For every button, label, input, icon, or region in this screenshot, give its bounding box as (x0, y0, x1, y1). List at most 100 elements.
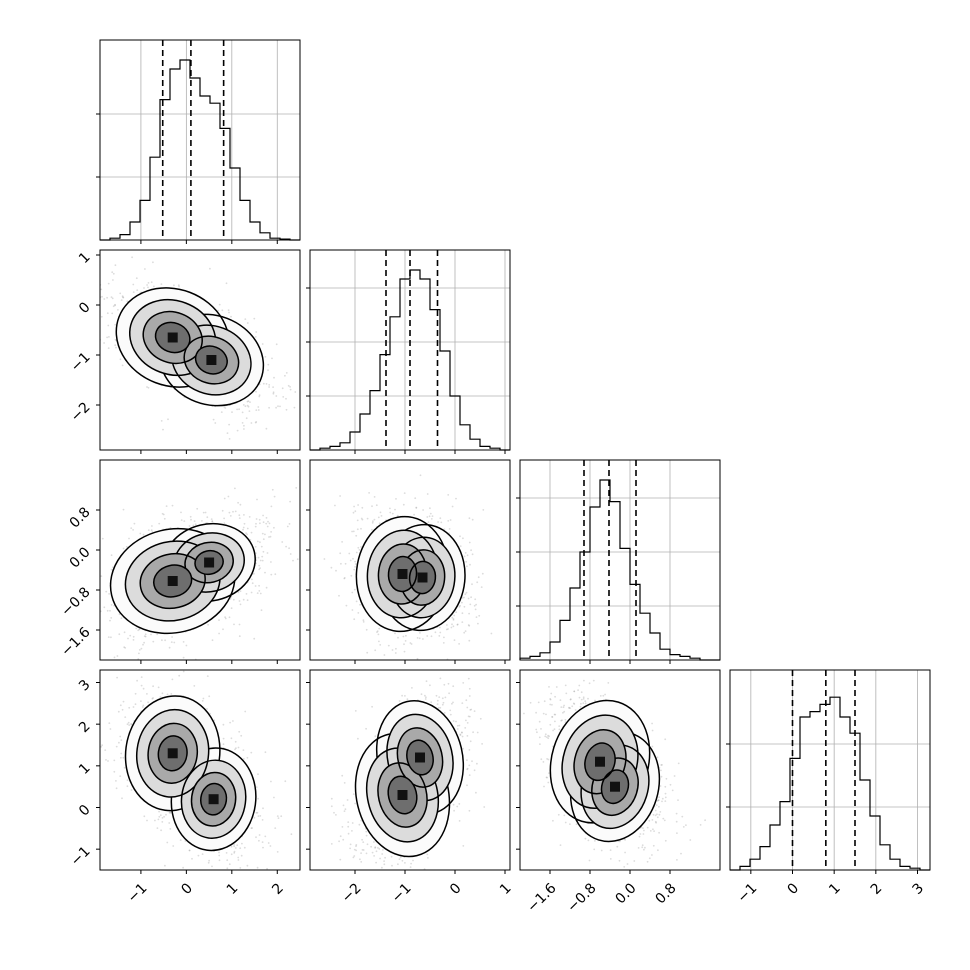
scatter-point (371, 505, 373, 508)
density-peak (397, 569, 408, 579)
scatter-point (261, 559, 264, 562)
scatter-point (482, 509, 485, 511)
scatter-point (264, 355, 267, 358)
scatter-point (467, 624, 470, 626)
scatter-point (265, 517, 268, 519)
scatter-point (338, 594, 340, 597)
scatter-point (233, 845, 236, 848)
scatter-point (138, 628, 141, 630)
scatter-point (114, 338, 117, 341)
scatter-point (277, 405, 279, 408)
scatter-point (265, 427, 268, 430)
scatter-point (206, 516, 209, 519)
scatter-point (365, 628, 368, 631)
scatter-point (264, 571, 266, 574)
scatter-point (180, 519, 183, 521)
scatter-point (256, 498, 258, 501)
scatter-point (95, 321, 97, 323)
scatter-point (207, 623, 210, 626)
scatter-point (355, 534, 358, 537)
scatter-point (242, 526, 245, 529)
scatter-point (273, 796, 275, 799)
scatter-point (241, 411, 244, 414)
scatter-point (391, 649, 394, 651)
scatter-point (180, 511, 182, 514)
scatter-point (249, 401, 251, 403)
scatter-point (236, 408, 239, 411)
scatter-point (121, 708, 124, 711)
scatter-point (362, 619, 365, 622)
scatter-point (136, 679, 139, 682)
scatter-point (262, 382, 265, 385)
scatter-point (437, 521, 439, 523)
scatter-point (451, 623, 453, 626)
scatter-point (123, 646, 126, 649)
contour-line (194, 345, 228, 375)
scatter-point (296, 558, 299, 561)
scatter-point (257, 409, 260, 411)
scatter-point (275, 343, 278, 346)
scatter-point (193, 520, 196, 522)
scatter-point (237, 856, 240, 859)
scatter-point (471, 553, 474, 556)
scatter-point (467, 597, 470, 600)
scatter-point (442, 642, 445, 644)
scatter-point (123, 766, 126, 769)
scatter-point (218, 854, 221, 857)
scatter-point (274, 573, 277, 576)
scatter-point (239, 590, 242, 592)
scatter-point (270, 780, 272, 783)
scatter-point (168, 646, 171, 649)
scatter-point (404, 683, 406, 685)
scatter-point (110, 296, 113, 298)
scatter-point (84, 575, 86, 577)
scatter-point (130, 527, 133, 529)
scatter-point (351, 530, 353, 533)
scatter-point (147, 701, 150, 704)
scatter-point (258, 394, 261, 397)
scatter-point (208, 695, 211, 698)
scatter-point (461, 621, 464, 623)
scatter-point (144, 633, 147, 636)
scatter-point (101, 295, 103, 298)
scatter-point (143, 815, 146, 818)
scatter-point (353, 618, 356, 621)
scatter-point (255, 331, 258, 333)
scatter-point (371, 521, 374, 524)
scatter-point (253, 637, 256, 640)
scatter-point (146, 284, 149, 286)
scatter-point (105, 590, 108, 593)
contour-line (154, 321, 191, 354)
scatter-point (150, 633, 152, 636)
scatter-point (185, 644, 188, 647)
scatter-point (209, 267, 211, 270)
scatter-point (232, 720, 234, 722)
scatter-point (226, 867, 229, 870)
scatter-point (137, 629, 140, 632)
scatter-point (398, 672, 400, 674)
scatter-point (255, 409, 258, 411)
scatter-point (478, 614, 481, 617)
scatter-point (323, 558, 326, 560)
scatter-point (147, 282, 150, 284)
scatter-point (162, 428, 164, 431)
scatter-point (446, 624, 448, 626)
scatter-point (396, 514, 399, 517)
scatter-point (238, 408, 241, 411)
scatter-point (397, 636, 399, 639)
scatter-point (289, 553, 292, 555)
scatter-point (440, 521, 443, 524)
scatter-point (285, 372, 288, 374)
density-peak (417, 572, 428, 583)
scatter-point (260, 609, 263, 612)
scatter-point (218, 859, 221, 862)
scatter-point (330, 566, 333, 569)
scatter-point (415, 507, 418, 509)
scatter-point (265, 586, 268, 589)
scatter-point (456, 623, 459, 626)
scatter-point (112, 305, 115, 308)
scatter-point (230, 845, 233, 848)
scatter-point (134, 692, 137, 695)
scatter-point (74, 286, 76, 288)
